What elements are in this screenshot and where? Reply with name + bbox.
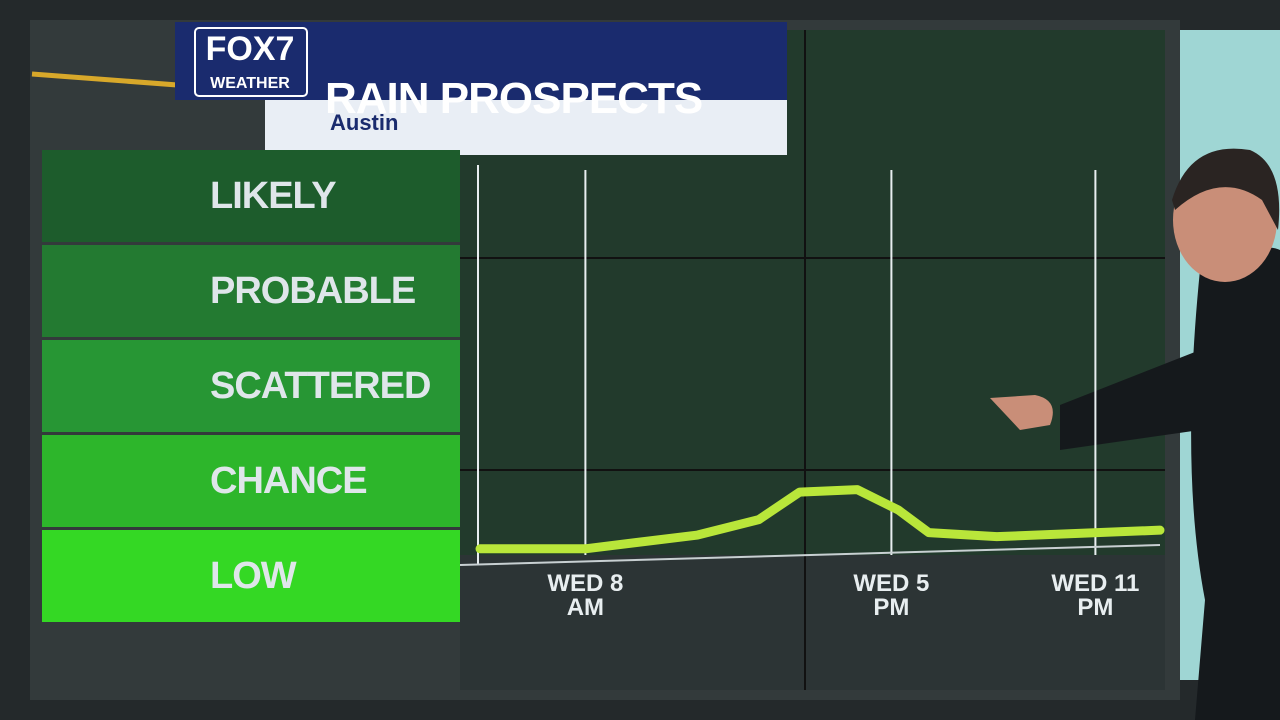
location-box bbox=[265, 100, 787, 155]
x-axis bbox=[459, 544, 1161, 566]
logo-frame bbox=[194, 27, 308, 97]
level-band: LOW bbox=[42, 530, 460, 622]
level-band: LIKELY bbox=[42, 150, 460, 242]
presenter bbox=[990, 148, 1280, 720]
x-axis-panel bbox=[460, 555, 1165, 690]
title-box bbox=[175, 22, 787, 100]
logo: FOX7 bbox=[206, 30, 295, 68]
level-band: CHANCE bbox=[42, 435, 460, 527]
x-tick-label: WED 11 PM bbox=[1051, 570, 1140, 621]
x-tick-label: WED 8 AM bbox=[547, 570, 624, 621]
rain-line bbox=[475, 485, 1165, 554]
level-band: PROBABLE bbox=[42, 245, 460, 337]
chart-title: RAIN PROSPECTS bbox=[325, 74, 702, 123]
location: Austin bbox=[330, 110, 398, 135]
level-band: SCATTERED bbox=[42, 340, 460, 432]
logo-sub: WEATHER bbox=[210, 75, 290, 92]
x-tick-label: WED 5 PM bbox=[853, 570, 930, 621]
